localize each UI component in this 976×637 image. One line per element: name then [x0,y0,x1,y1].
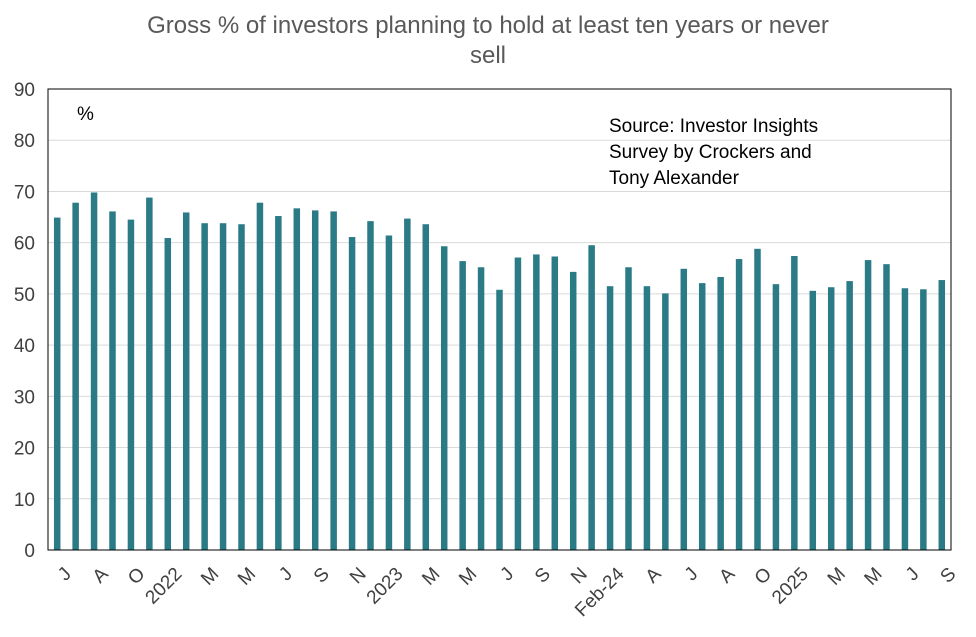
source-note-line-2: Survey by Crockers and [609,142,812,163]
y-tick-label: 30 [14,387,35,408]
bar [662,293,669,550]
y-tick-label: 50 [14,285,35,306]
bar [938,280,946,550]
bar [53,217,61,550]
chart-title-line-2: sell [470,42,506,69]
bar [846,281,853,550]
bar [367,221,374,551]
bar [459,261,466,550]
bar [256,202,264,551]
chart-title-line-1: Gross % of investors planning to hold at… [147,12,829,39]
bar [385,235,393,551]
y-axis-ticks: 0 10 20 30 40 50 60 70 80 90 [14,80,35,562]
x-tick-label: M [418,564,444,590]
bar [588,245,595,550]
bar [551,256,559,550]
bar [625,267,632,550]
x-tick-label: O [751,564,776,589]
bar [717,276,724,550]
x-tick-label: 2022 [142,564,187,609]
bar [533,254,540,550]
x-tick-label: J [275,564,297,586]
y-tick-label: 40 [14,336,35,357]
x-tick-label: S [531,564,555,588]
bars [53,192,946,551]
bar [477,267,485,550]
x-tick-label: M [861,564,887,590]
bar [422,224,430,550]
bar [219,223,227,551]
x-tick-label: M [234,564,260,590]
x-tick-label: A [89,564,113,588]
bar [680,268,688,550]
x-tick-label: M [824,564,850,590]
bar [643,286,651,550]
bar [164,238,172,550]
bar [404,218,411,550]
x-tick-label: 2025 [768,564,813,609]
y-tick-label: 60 [14,234,35,255]
bar [901,288,909,550]
x-tick-label: 2023 [363,564,408,609]
bar [330,211,337,550]
bar [275,216,282,550]
bar [496,289,503,550]
plot-area-border [47,88,952,551]
bar [127,219,135,550]
bar [864,260,872,550]
x-tick-label: J [902,564,924,586]
y-tick-label: 10 [14,490,35,511]
x-tick-label: M [455,564,481,590]
bar [698,283,706,550]
x-tick-label: A [642,564,666,588]
bar [735,259,743,550]
bar [348,237,356,550]
y-tick-label: 0 [24,541,35,562]
bar [791,255,798,551]
x-tick-label: M [197,564,223,590]
bar [754,248,761,550]
bar [606,286,614,550]
bar [293,208,301,550]
bar [827,287,835,550]
x-tick-label: S [310,564,334,588]
bar [109,211,116,550]
source-note-line-3: Tony Alexander [609,168,740,189]
x-tick-label: J [54,564,76,586]
y-tick-label: 80 [14,131,35,152]
y-tick-label: 90 [14,80,35,101]
bar [772,284,780,550]
bar [920,289,927,550]
x-tick-label: O [124,564,149,589]
x-tick-label: J [497,564,519,586]
bar [146,197,153,550]
bar [883,264,890,550]
bar [809,290,817,550]
x-tick-label: A [715,564,739,588]
bar [182,212,190,550]
x-tick-label: N [567,564,592,589]
bar [569,271,577,550]
bar [201,223,208,551]
x-tick-label: J [681,564,703,586]
y-tick-label: 70 [14,182,35,203]
bar [440,246,448,550]
unit-label: % [77,104,94,125]
bar [72,202,79,551]
source-note-line-1: Source: Investor Insights [609,116,818,137]
bar [238,224,245,550]
x-tick-label: N [346,564,371,589]
bar [514,257,522,550]
bar [311,210,319,550]
y-tick-label: 20 [14,439,35,460]
bar [90,192,98,551]
x-tick-label: S [937,564,961,588]
